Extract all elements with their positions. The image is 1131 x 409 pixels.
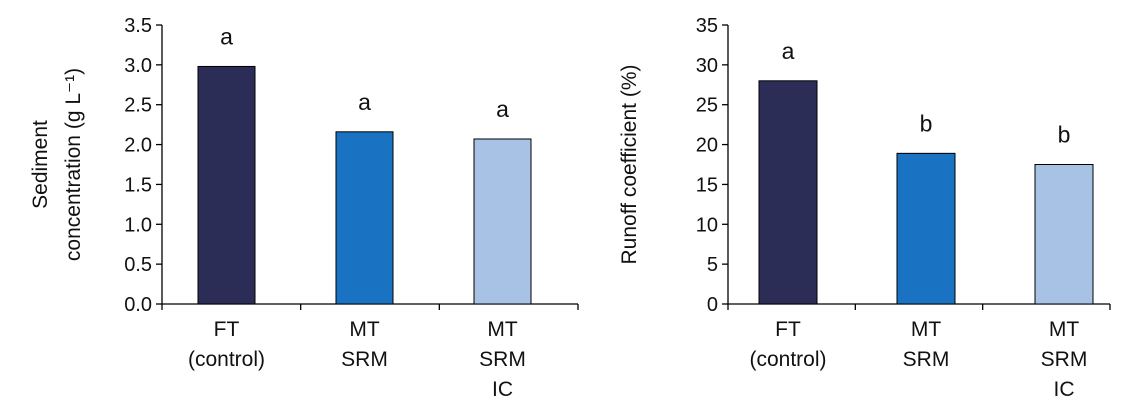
x-category-label: SRM bbox=[903, 348, 950, 371]
bar bbox=[897, 153, 955, 304]
bar bbox=[474, 139, 531, 304]
x-category-label: IC bbox=[492, 378, 513, 401]
bar bbox=[336, 132, 393, 304]
bar bbox=[198, 66, 255, 304]
significance-letter: a bbox=[496, 96, 509, 122]
y-tick-label: 0.5 bbox=[124, 254, 152, 276]
y-tick-label: 30 bbox=[696, 55, 718, 77]
significance-letter: a bbox=[782, 38, 795, 64]
runoff-coefficient-chart: 0 5 10 15 20 25 30 35 a FT (control) b MT SRM b MT SRM IC… bbox=[618, 15, 1110, 401]
y-tick-label: 3.0 bbox=[124, 55, 152, 77]
y-tick-label: 10 bbox=[696, 214, 718, 236]
x-category-label: SRM bbox=[479, 348, 526, 371]
y-tick-label: 2.0 bbox=[124, 135, 152, 157]
x-category-label: FT bbox=[775, 318, 801, 341]
y-tick-label: 1.0 bbox=[124, 214, 152, 236]
y-tick-label: 0.0 bbox=[124, 294, 152, 316]
y-tick-label: 2.5 bbox=[124, 95, 152, 117]
sediment-concentration-chart: 0.0 0.5 1.0 1.5 2.0 2.5 3.0 3.5 a FT (control) a MT S… bbox=[29, 15, 578, 401]
y-tick-label: 15 bbox=[696, 174, 718, 196]
x-category-label: SRM bbox=[341, 348, 388, 371]
y-tick-label: 1.5 bbox=[124, 174, 152, 196]
x-category-label: SRM bbox=[1041, 348, 1088, 371]
y-tick-label: 25 bbox=[696, 95, 718, 117]
x-category-label: MT bbox=[1049, 318, 1079, 341]
bar bbox=[1035, 165, 1093, 305]
x-category-label: MT bbox=[487, 318, 517, 341]
y-tick-label: 5 bbox=[707, 254, 718, 276]
y-axis-label: concentration (g L⁻¹) bbox=[62, 68, 85, 261]
significance-letter: b bbox=[1058, 122, 1071, 148]
significance-letter: a bbox=[220, 23, 233, 49]
x-category-label: MT bbox=[911, 318, 941, 341]
y-tick-label: 35 bbox=[696, 15, 718, 37]
x-category-label: (control) bbox=[188, 348, 265, 371]
significance-letter: a bbox=[358, 89, 371, 115]
significance-letter: b bbox=[920, 110, 933, 136]
y-axis-label: Sediment bbox=[29, 120, 52, 209]
x-category-label: FT bbox=[214, 318, 240, 341]
y-tick-label: 0 bbox=[707, 294, 718, 316]
x-category-label: (control) bbox=[749, 348, 826, 371]
y-tick-label: 20 bbox=[696, 135, 718, 157]
bar bbox=[759, 81, 817, 304]
x-category-label: MT bbox=[349, 318, 379, 341]
x-category-label: IC bbox=[1054, 378, 1075, 401]
y-axis-label: Runoff coefficient (%) bbox=[618, 65, 641, 265]
y-tick-label: 3.5 bbox=[124, 15, 152, 37]
